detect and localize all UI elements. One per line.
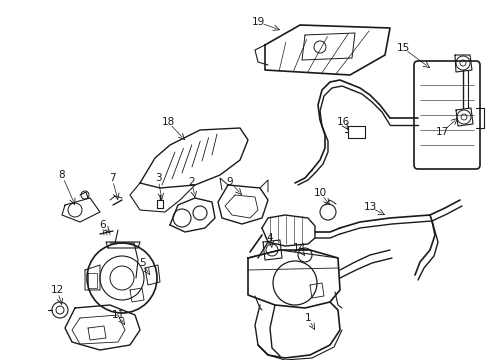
Text: 15: 15 — [396, 43, 409, 53]
Text: 19: 19 — [251, 17, 264, 27]
Text: 3: 3 — [154, 173, 161, 183]
Text: 4: 4 — [266, 233, 273, 243]
Text: 13: 13 — [363, 202, 376, 212]
Text: 8: 8 — [59, 170, 65, 180]
Text: 5: 5 — [139, 258, 145, 268]
Text: 9: 9 — [226, 177, 233, 187]
Text: 18: 18 — [161, 117, 174, 127]
Text: 6: 6 — [100, 220, 106, 230]
Text: 16: 16 — [336, 117, 349, 127]
Text: 1: 1 — [304, 313, 311, 323]
Text: 7: 7 — [108, 173, 115, 183]
Text: 10: 10 — [313, 188, 326, 198]
Text: 12: 12 — [50, 285, 63, 295]
Text: 14: 14 — [292, 243, 305, 253]
Text: 17: 17 — [434, 127, 447, 137]
Text: 11: 11 — [111, 310, 124, 320]
Text: 2: 2 — [188, 177, 195, 187]
